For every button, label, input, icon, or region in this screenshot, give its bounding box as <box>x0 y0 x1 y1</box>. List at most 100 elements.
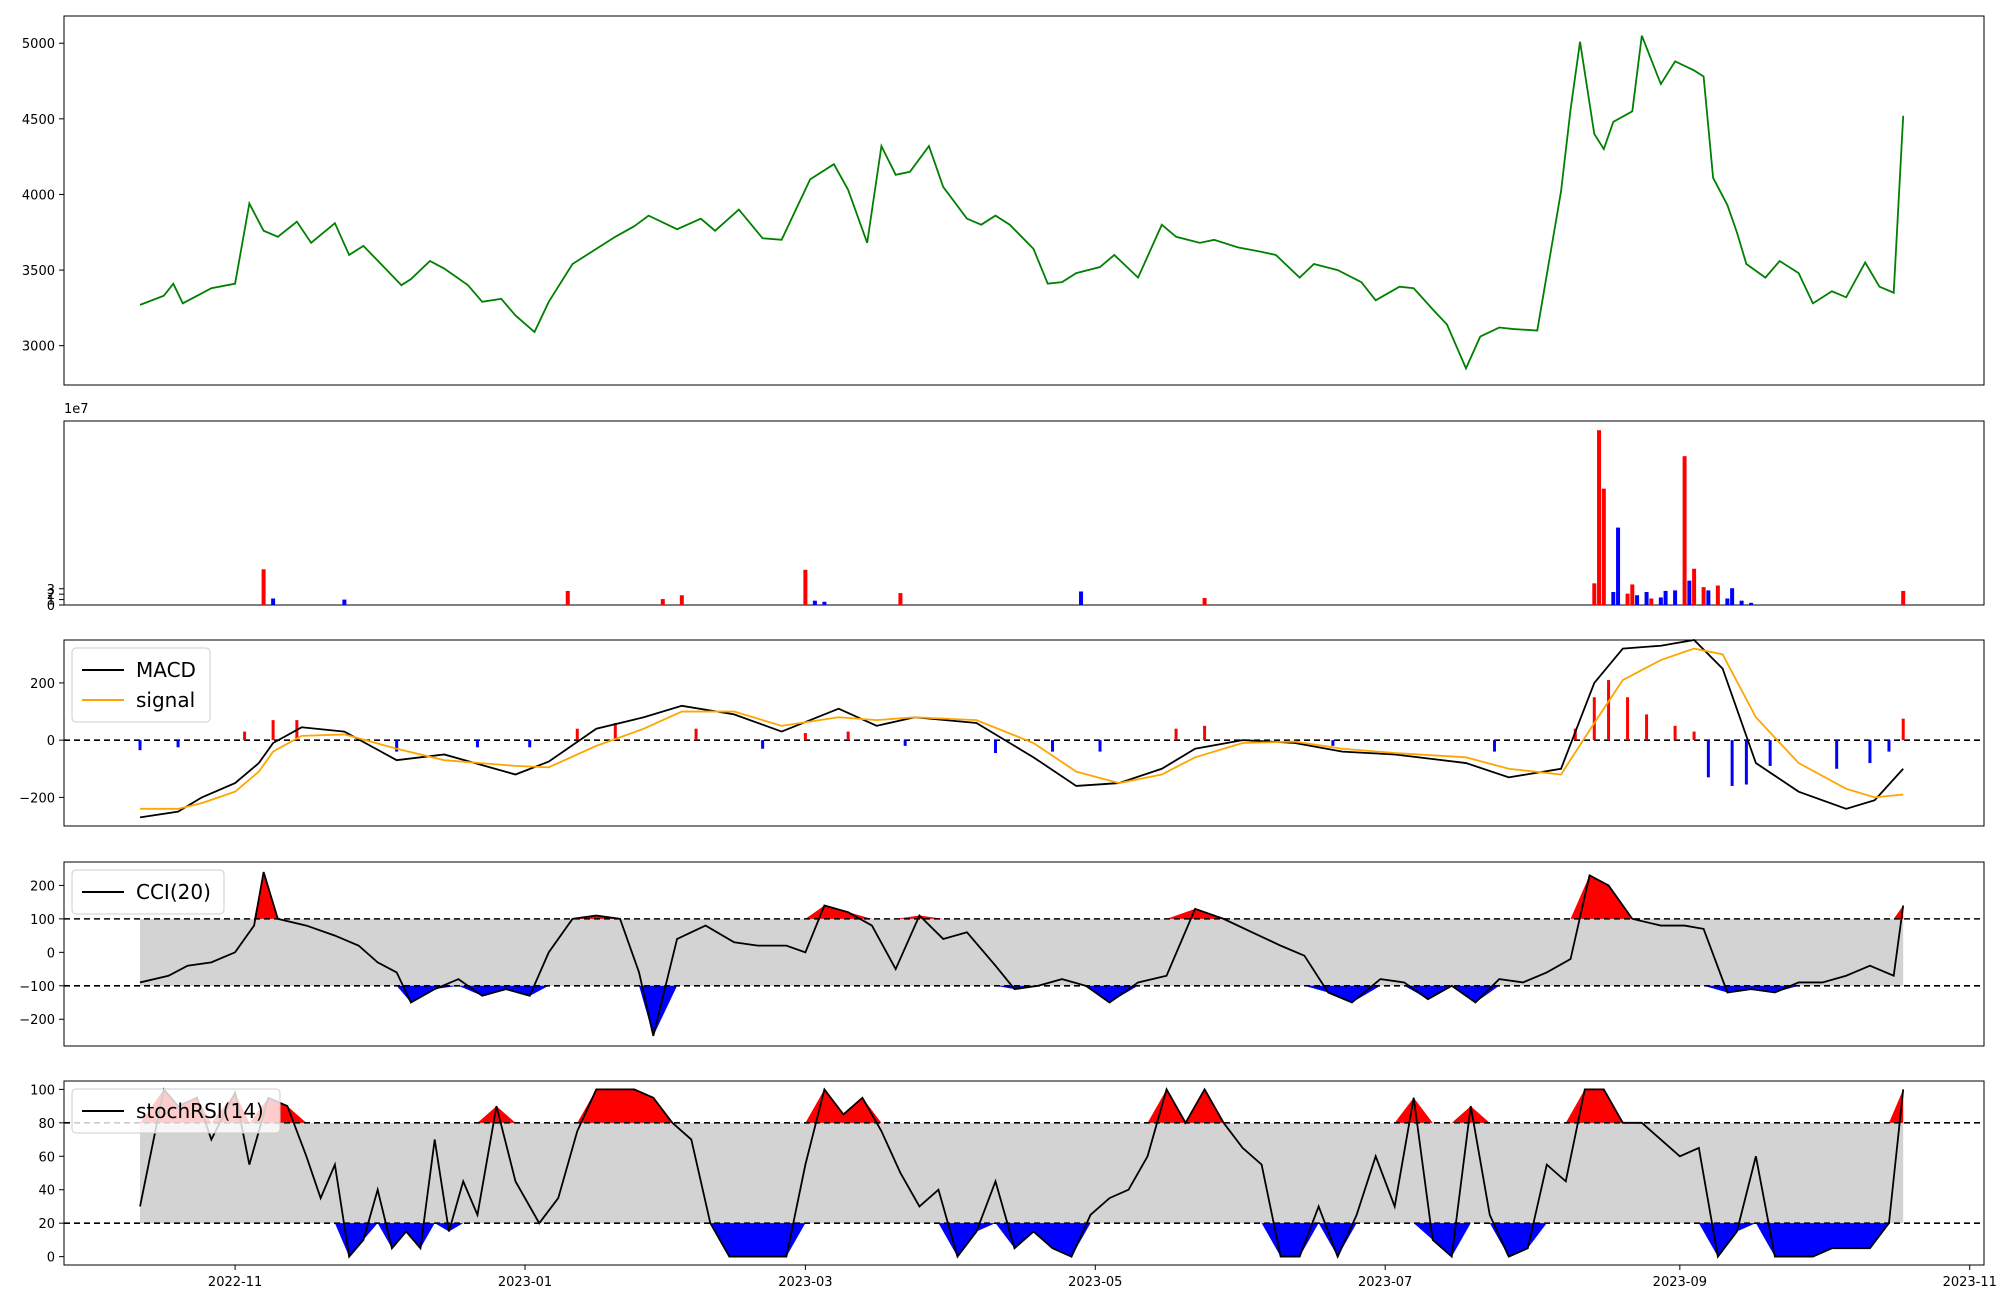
volume-bar <box>1682 456 1687 605</box>
volume-bar <box>1079 591 1084 605</box>
cci-ytick-label: −100 <box>19 980 55 995</box>
volume-bar <box>1692 568 1697 605</box>
macd-hist-bar-down <box>1492 740 1496 752</box>
stochrsi-oversold-fill <box>140 1223 1904 1257</box>
volume-bar <box>1739 600 1744 605</box>
macd-hist-bar-up <box>846 731 850 741</box>
macd-panel: −200 0 200 MACD signal <box>19 639 1985 827</box>
price-ytick-label: 3000 <box>22 340 55 355</box>
macd-hist-bar-down <box>1744 740 1748 785</box>
volume-bar <box>1597 430 1602 605</box>
volume-ytick-label: 3 <box>47 583 55 598</box>
macd-hist-bar-up <box>803 733 807 741</box>
cci-band <box>140 918 1904 986</box>
price-ytick-label: 4000 <box>22 188 55 203</box>
x-tick-label: 2023-09 <box>1653 1275 1707 1290</box>
macd-series-0-line <box>139 639 1904 819</box>
volume-bar <box>1202 597 1207 605</box>
macd-hist-bar-down <box>395 740 399 752</box>
price-ytick-label: 5000 <box>22 37 55 52</box>
cci-ytick-label: −200 <box>19 1013 55 1028</box>
macd-hist-bar-up <box>243 731 247 741</box>
cci-legend-label: CCI(20) <box>136 880 211 904</box>
macd-hist-bar-down <box>1768 740 1772 766</box>
cci-legend-box <box>71 869 225 915</box>
macd-hist-bar-down <box>993 740 997 754</box>
macd-hist-bar-down <box>176 740 180 748</box>
volume-bar <box>1649 598 1654 605</box>
volume-bar <box>342 599 347 605</box>
macd-hist-bar-up <box>694 728 698 741</box>
stochrsi-legend-label: stochRSI(14) <box>136 1099 264 1123</box>
volume-bar <box>1630 584 1635 605</box>
stochrsi-overbought-fill <box>140 1089 1904 1123</box>
macd-hist-bar-up <box>1901 718 1905 741</box>
volume-bar <box>1663 590 1668 605</box>
macd-hist-bar-down <box>528 740 532 748</box>
macd-hist-bar-down <box>1051 740 1055 752</box>
volume-bar <box>1644 592 1649 605</box>
macd-hist-bar-up <box>1673 725 1677 741</box>
volume-bar <box>565 590 570 605</box>
cci-ytick-label: 100 <box>30 913 55 928</box>
macd-hist-bar-down <box>1706 740 1710 778</box>
date-x-axis: 2022-11 2023-01 2023-03 2023-05 2023-07 2023-… <box>208 1265 1997 1290</box>
x-tick-label: 2023-01 <box>498 1275 552 1290</box>
volume-bar <box>1611 592 1616 605</box>
volume-bar <box>1625 593 1630 605</box>
macd-hist-bar-up <box>575 728 579 741</box>
macd-hist-bar-down <box>1098 740 1102 752</box>
volume-bar <box>812 600 817 605</box>
macd-hist-bar-down <box>138 740 142 751</box>
macd-hist-bar-up <box>613 722 617 741</box>
volume-bar <box>803 569 808 605</box>
volume-bar <box>1658 597 1663 605</box>
macd-hist-bar-up <box>1692 731 1696 741</box>
volume-bar <box>1601 488 1606 605</box>
x-tick-label: 2023-07 <box>1358 1275 1412 1290</box>
volume-bar <box>1901 590 1906 605</box>
volume-bar <box>660 599 665 605</box>
price-ytick-label: 4500 <box>22 113 55 128</box>
volume-bar <box>1749 602 1754 605</box>
cci-ytick-label: 200 <box>30 879 55 894</box>
volume-bar <box>1715 585 1720 605</box>
stochrsi-ytick-label: 80 <box>38 1117 55 1132</box>
macd-legend-box <box>71 647 211 723</box>
macd-hist-bar-down <box>761 740 765 749</box>
cci-ytick-label: 0 <box>47 946 55 961</box>
macd-ytick-label: 200 <box>30 677 55 692</box>
macd-hist-bar-down <box>1868 740 1872 764</box>
volume-ytick-label: 0 <box>47 599 55 614</box>
cci-panel: −200 −100 0 100 200 CCI(20) <box>19 861 1985 1047</box>
volume-bar <box>1706 590 1711 605</box>
volume-bar <box>1701 587 1706 605</box>
price-line <box>139 35 1905 371</box>
macd-hist-bar-up <box>1645 714 1649 741</box>
price-ytick-label: 3500 <box>22 264 55 279</box>
stochrsi-ytick-label: 40 <box>38 1184 55 1199</box>
macd-hist-bar-up <box>1607 680 1611 741</box>
volume-bar <box>1635 595 1640 605</box>
macd-hist-bar-up <box>1592 697 1596 741</box>
macd-hist-bar-up <box>1626 697 1630 741</box>
macd-frame <box>63 639 1985 827</box>
x-tick-label: 2023-03 <box>778 1275 832 1290</box>
volume-ytick-label: 1 <box>47 594 55 609</box>
macd-ytick-label: 0 <box>47 734 55 749</box>
macd-hist-bar-down <box>1835 740 1839 769</box>
volume-bar <box>898 593 903 605</box>
macd-hist-bar-down <box>903 740 907 746</box>
volume-exponent-label: 1e7 <box>64 402 89 417</box>
cci-line <box>139 871 1905 1037</box>
macd-series-1-line <box>140 647 1904 810</box>
volume-bar <box>1616 527 1621 605</box>
stochrsi-line <box>139 1087 1905 1259</box>
price-panel: 3000 3500 4000 4500 5000 <box>22 15 1985 386</box>
macd-legend-label: MACD <box>136 658 196 682</box>
macd-hist-bar-down <box>475 740 479 748</box>
stochrsi-ytick-label: 0 <box>47 1251 55 1266</box>
